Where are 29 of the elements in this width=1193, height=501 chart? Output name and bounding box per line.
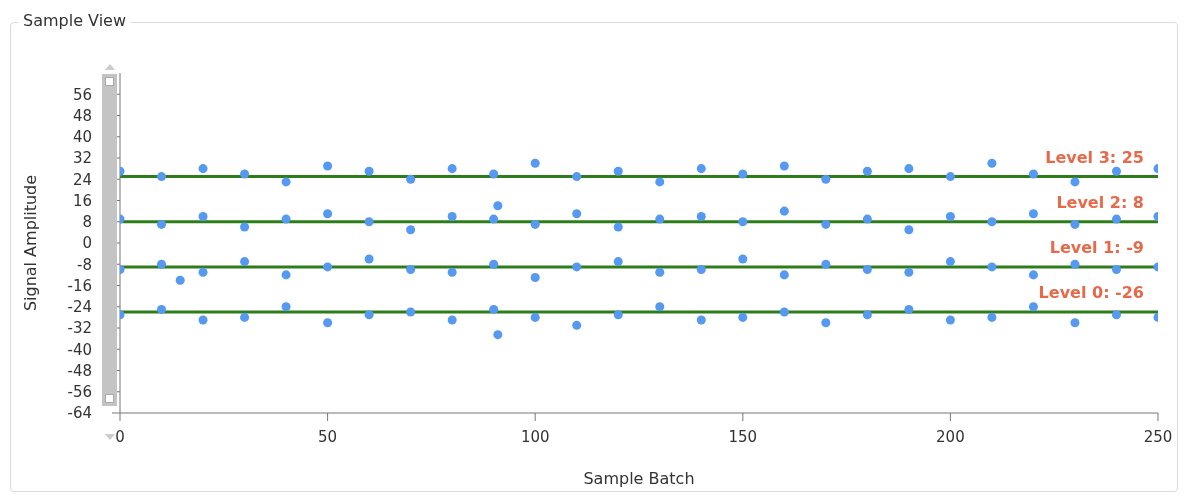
y-tick-label: 24 [72,170,92,189]
y-tick-label: 16 [72,191,92,210]
x-axis-title: Sample Batch [583,469,695,488]
y-tick-label: -64 [67,404,92,423]
y-tick-label: -40 [67,340,92,359]
x-tick-label: 0 [115,427,125,446]
x-tick-label: 200 [936,427,965,446]
x-tick-label: 150 [728,427,758,446]
ref-line-label: Level 0: -26 [1038,283,1144,303]
y-axis-title: Signal Amplitude [20,174,40,312]
y-tick-label: -24 [67,298,92,317]
y-tick-label: 0 [82,234,92,253]
y-tick-label: 32 [72,149,92,168]
x-tick-label: 250 [1143,427,1173,446]
x-tick-label: 100 [520,427,550,446]
ref-line-label: Level 3: 25 [1045,147,1144,167]
y-tick-label: -8 [77,255,92,274]
y-tick-label: -48 [67,361,92,380]
ref-line-label: Level 2: 8 [1056,192,1144,212]
y-tick-label: 40 [72,128,92,147]
y-tick-label: 48 [72,106,92,125]
x-tick-label: 50 [318,427,338,446]
y-tick-label: -16 [67,276,92,295]
y-tick-label: -32 [67,319,92,338]
chart-title: Sample View [18,11,132,30]
y-tick-label: 56 [72,85,92,104]
y-tick-label: -56 [67,383,92,402]
y-tick-label: 8 [82,213,92,232]
ref-line-label: Level 1: -9 [1049,237,1144,257]
